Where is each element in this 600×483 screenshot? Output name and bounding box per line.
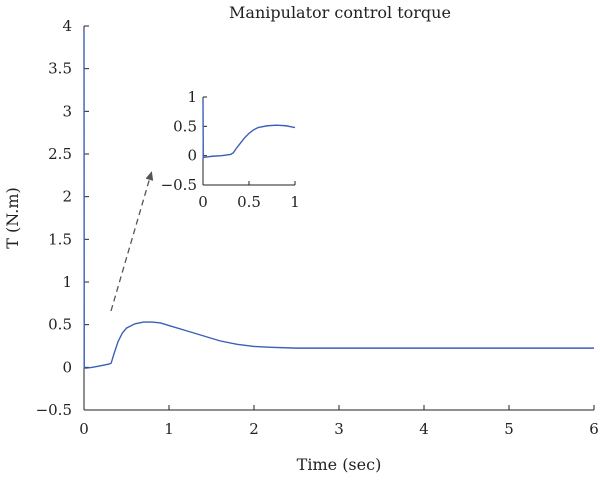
main-x-tick-label: 5 (504, 420, 514, 438)
main-y-tick-label: 0.5 (48, 316, 72, 334)
inset-y-tick-label: −0.5 (161, 176, 197, 194)
main-x-ticks: 0 1 2 3 4 5 6 (79, 405, 599, 438)
inset-x-ticks: 0 0.5 1 (198, 181, 300, 211)
inset-x-tick-label: 1 (290, 193, 300, 211)
main-x-tick-label: 4 (419, 420, 429, 438)
main-y-tick-label: 1 (62, 273, 72, 291)
main-y-tick-label: 4 (62, 17, 72, 35)
inset-x-tick-label: 0.5 (237, 193, 261, 211)
main-series-line (83, 30, 594, 369)
main-y-tick-label: 3.5 (48, 60, 72, 78)
main-y-tick-label: 2 (62, 188, 72, 206)
x-axis-title: Time (sec) (297, 455, 382, 474)
inset-x-tick-label: 0 (198, 193, 208, 211)
inset-y-ticks: −0.5 0 0.5 1 (161, 88, 207, 194)
main-x-tick-label: 6 (589, 420, 599, 438)
inset-y-tick-label: 1 (187, 88, 197, 106)
main-y-tick-label: 3 (62, 102, 72, 120)
chart-title: Manipulator control torque (229, 3, 451, 22)
main-y-tick-label: 1.5 (48, 230, 72, 248)
inset-pointer-arrow (110, 171, 154, 312)
inset-y-tick-label: 0 (187, 147, 197, 165)
main-y-tick-label: −0.5 (36, 401, 72, 419)
main-x-tick-label: 1 (164, 420, 174, 438)
main-x-tick-label: 2 (249, 420, 259, 438)
y-axis-title: T (N.m) (3, 187, 22, 248)
main-y-tick-label: 2.5 (48, 145, 72, 163)
main-y-tick-label: 0 (62, 358, 72, 376)
inset-y-tick-label: 0.5 (173, 117, 197, 135)
main-x-tick-label: 0 (79, 420, 89, 438)
main-x-tick-label: 3 (334, 420, 344, 438)
main-y-ticks: −0.5 0 0.5 1 1.5 2 2.5 3 3.5 4 (36, 17, 89, 419)
inset-series-line (202, 99, 296, 159)
